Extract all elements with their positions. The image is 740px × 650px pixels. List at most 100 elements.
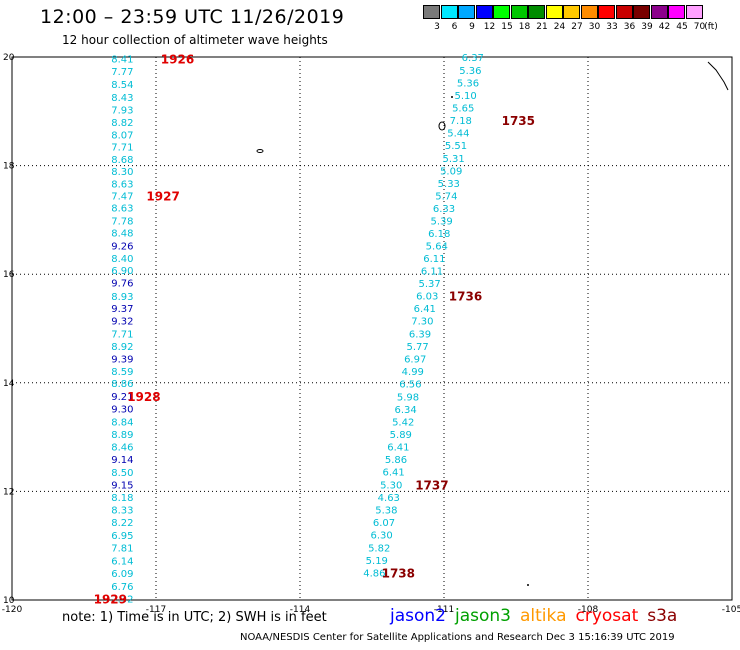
legend-label: 33 — [606, 22, 618, 32]
satellite-legend-item: s3a — [647, 606, 678, 626]
legend-swatch — [510, 5, 528, 19]
swh-value: 6.56 — [399, 379, 421, 390]
swh-value: 5.74 — [435, 191, 457, 202]
swh-value: 5.82 — [368, 543, 390, 554]
swh-value: 6.03 — [416, 291, 438, 302]
satellite-legend-item: cryosat — [575, 606, 639, 626]
swh-value: 6.39 — [409, 329, 431, 340]
legend-swatch — [493, 5, 510, 19]
legend-label: 30 — [588, 22, 601, 32]
swh-value: 5.36 — [459, 66, 481, 77]
swh-value: 8.30 — [111, 167, 133, 178]
swh-value: 8.59 — [111, 367, 133, 378]
legend-unit: (ft) — [704, 22, 718, 32]
swh-value: 7.30 — [411, 316, 433, 327]
swh-value: 5.37 — [418, 279, 440, 290]
swh-value: 6.11 — [421, 266, 443, 277]
legend-swatch — [598, 5, 615, 19]
x-tick-label: -108 — [578, 605, 599, 615]
swh-value: 9.21 — [111, 392, 133, 403]
swh-value: 8.92 — [111, 342, 133, 353]
swh-value: 6.14 — [111, 556, 133, 567]
swh-value: 5.39 — [430, 216, 452, 227]
legend-label: 15 — [501, 22, 513, 32]
swh-value: 9.37 — [111, 304, 133, 315]
swh-value: 8.48 — [111, 228, 133, 239]
y-tick-label: 10 — [3, 596, 15, 606]
swh-value: 8.82 — [111, 118, 133, 129]
page-title: 12:00 – 23:59 UTC 11/26/2019 — [40, 6, 345, 28]
island — [438, 121, 446, 131]
swh-value: 6.11 — [423, 254, 445, 265]
swh-value: 8.46 — [111, 442, 133, 453]
swh-value: 6.41 — [382, 467, 404, 478]
legend-label: 21 — [536, 22, 548, 32]
swh-value: 5.64 — [426, 241, 448, 252]
legend-swatch — [580, 5, 598, 19]
swh-value: 8.07 — [111, 131, 133, 142]
swh-value: 8.63 — [111, 180, 133, 191]
legend-label: 27 — [571, 22, 583, 32]
swh-value: 4.86 — [363, 568, 385, 579]
swh-value: 7.47 — [111, 191, 133, 202]
swh-value: 8.33 — [111, 505, 133, 516]
legend-swatch — [458, 5, 475, 19]
legend-swatch — [685, 5, 703, 19]
swh-value: 8.22 — [111, 518, 133, 529]
legend-swatch — [423, 5, 440, 19]
swh-value: 5.38 — [375, 505, 397, 516]
satellite-legend-item: jason2 — [390, 606, 446, 626]
swh-value: 7.18 — [450, 116, 472, 127]
legend-label: 39 — [641, 22, 653, 32]
time-label: 1736 — [449, 289, 482, 303]
time-label: 1735 — [502, 114, 535, 128]
swh-value: 8.93 — [111, 292, 133, 303]
swh-value: 5.86 — [385, 455, 407, 466]
swh-value: 8.18 — [111, 493, 133, 504]
legend-label: 18 — [518, 22, 531, 32]
swh-value: 5.19 — [366, 556, 388, 567]
swh-value: 5.09 — [440, 166, 462, 177]
swh-value: 9.26 — [111, 241, 133, 252]
swh-value: 6.07 — [373, 518, 395, 529]
swh-value: 8.63 — [111, 203, 133, 214]
swh-value: 6.90 — [111, 266, 133, 277]
time-label: 1738 — [382, 566, 415, 580]
swh-value: 6.33 — [433, 204, 455, 215]
swh-value: 6.76 — [111, 582, 133, 593]
time-label: 1926 — [161, 53, 194, 67]
units-note: note: 1) Time is in UTC; 2) SWH is in fe… — [62, 610, 327, 625]
satellite-legend-item: altika — [520, 606, 567, 626]
swh-value: 4.99 — [402, 367, 424, 378]
swh-value: 9.76 — [111, 278, 133, 289]
x-tick-label: -111 — [434, 605, 454, 615]
legend-swatch — [650, 5, 668, 19]
legend-label: 12 — [483, 22, 496, 32]
swh-value: 8.40 — [111, 254, 133, 265]
swh-value: 8.54 — [111, 80, 133, 91]
x-tick-label: -114 — [290, 605, 311, 615]
page-subtitle: 12 hour collection of altimeter wave hei… — [62, 33, 328, 47]
swh-value: 7.77 — [111, 67, 133, 78]
legend-swatch — [615, 5, 633, 19]
y-tick-label: 14 — [3, 379, 15, 389]
swh-value: 6.34 — [394, 405, 416, 416]
satellite-legend: jason2 jason3 altika cryosat s3a — [390, 606, 686, 626]
swh-value: 5.51 — [445, 141, 467, 152]
swh-value: 6.41 — [387, 442, 409, 453]
swh-value: 5.42 — [392, 417, 414, 428]
legend-label: 24 — [553, 22, 566, 32]
y-tick-label: 12 — [3, 487, 14, 497]
swh-value: 9.32 — [111, 316, 133, 327]
swh-value: 6.09 — [111, 569, 133, 580]
legend-label: 70 — [693, 22, 706, 32]
swh-value: 5.30 — [380, 480, 402, 491]
island — [527, 584, 529, 586]
legend-swatch — [475, 5, 493, 19]
x-tick-label: -105 — [722, 605, 740, 615]
swh-value: 5.77 — [406, 342, 428, 353]
swh-value: 4.63 — [378, 493, 400, 504]
satellite-legend-item: jason3 — [455, 606, 511, 626]
credit-line: NOAA/NESDIS Center for Satellite Applica… — [240, 632, 675, 643]
